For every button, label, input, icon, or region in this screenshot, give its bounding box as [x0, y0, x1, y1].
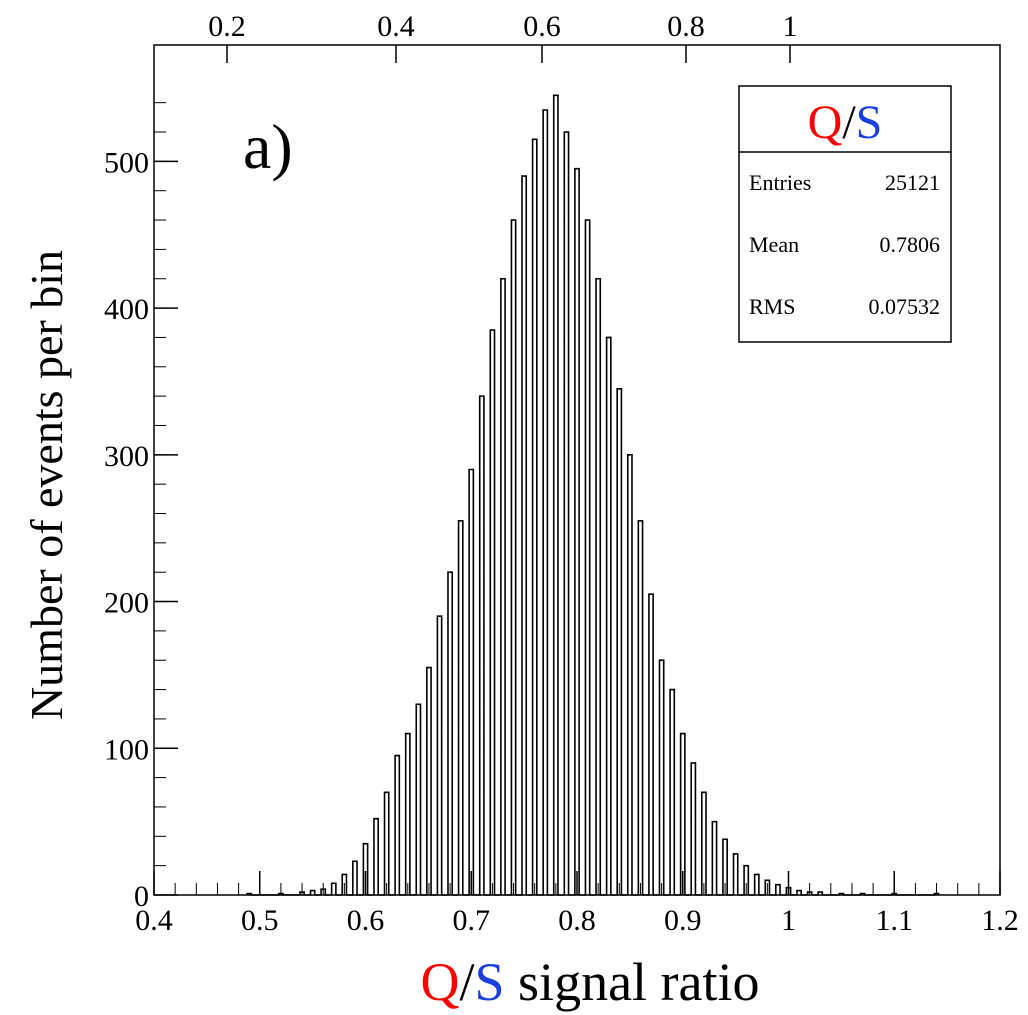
- x-tick-label: 0.9: [664, 904, 702, 937]
- stats-rms-value: 0.07532: [869, 294, 941, 319]
- stats-box-title: Q/S: [808, 96, 883, 149]
- top-axis-ticks: 0.2 0.4 0.6 0.8 1: [208, 10, 798, 63]
- x-tick-label: 0.5: [241, 904, 279, 937]
- x-tick-label: 1.1: [876, 904, 914, 937]
- stats-rms-label: RMS: [749, 294, 795, 319]
- top-tick-label: 1: [783, 10, 798, 43]
- stats-mean-label: Mean: [749, 232, 799, 257]
- x-axis-ticks: 0.4 0.5 0.6 0.7 0.8 0.9 1 1.1 1.2: [135, 871, 1019, 937]
- y-tick-label: 0: [134, 880, 149, 913]
- histogram-step-line: [246, 94, 940, 896]
- top-tick-label: 0.8: [667, 10, 705, 43]
- y-axis-label: Number of events per bin: [21, 250, 72, 720]
- stats-mean-value: 0.7806: [880, 232, 941, 257]
- x-tick-label: 0.6: [347, 904, 385, 937]
- x-axis-label-slash: /: [459, 952, 474, 1012]
- y-tick-label: 200: [104, 587, 149, 620]
- stats-entries-label: Entries: [749, 170, 811, 195]
- x-axis-label-s: S: [475, 952, 505, 1012]
- stats-box: Q/S Entries 25121 Mean 0.7806 RMS 0.0753…: [738, 85, 952, 343]
- stats-entries-value: 25121: [885, 170, 940, 195]
- y-tick-label: 300: [104, 440, 149, 473]
- y-tick-label: 100: [104, 733, 149, 766]
- x-tick-label: 0.8: [558, 904, 596, 937]
- x-tick-label: 1.2: [981, 904, 1019, 937]
- y-tick-label: 400: [104, 293, 149, 326]
- x-tick-label: 0.4: [135, 904, 173, 937]
- x-tick-label: 0.7: [453, 904, 491, 937]
- y-axis-ticks: 0 100 200 300 400 500: [104, 102, 178, 913]
- x-axis-label-q: Q: [420, 952, 459, 1012]
- histogram-series: [246, 94, 940, 896]
- top-tick-label: 0.2: [208, 10, 246, 43]
- x-axis-label: Q/S signal ratio: [420, 952, 759, 1012]
- top-tick-label: 0.4: [377, 10, 415, 43]
- x-axis-label-rest: signal ratio: [505, 952, 760, 1012]
- x-tick-label: 1: [781, 904, 796, 937]
- y-tick-label: 500: [104, 146, 149, 179]
- top-tick-label: 0.6: [523, 10, 561, 43]
- panel-label: a): [243, 111, 293, 182]
